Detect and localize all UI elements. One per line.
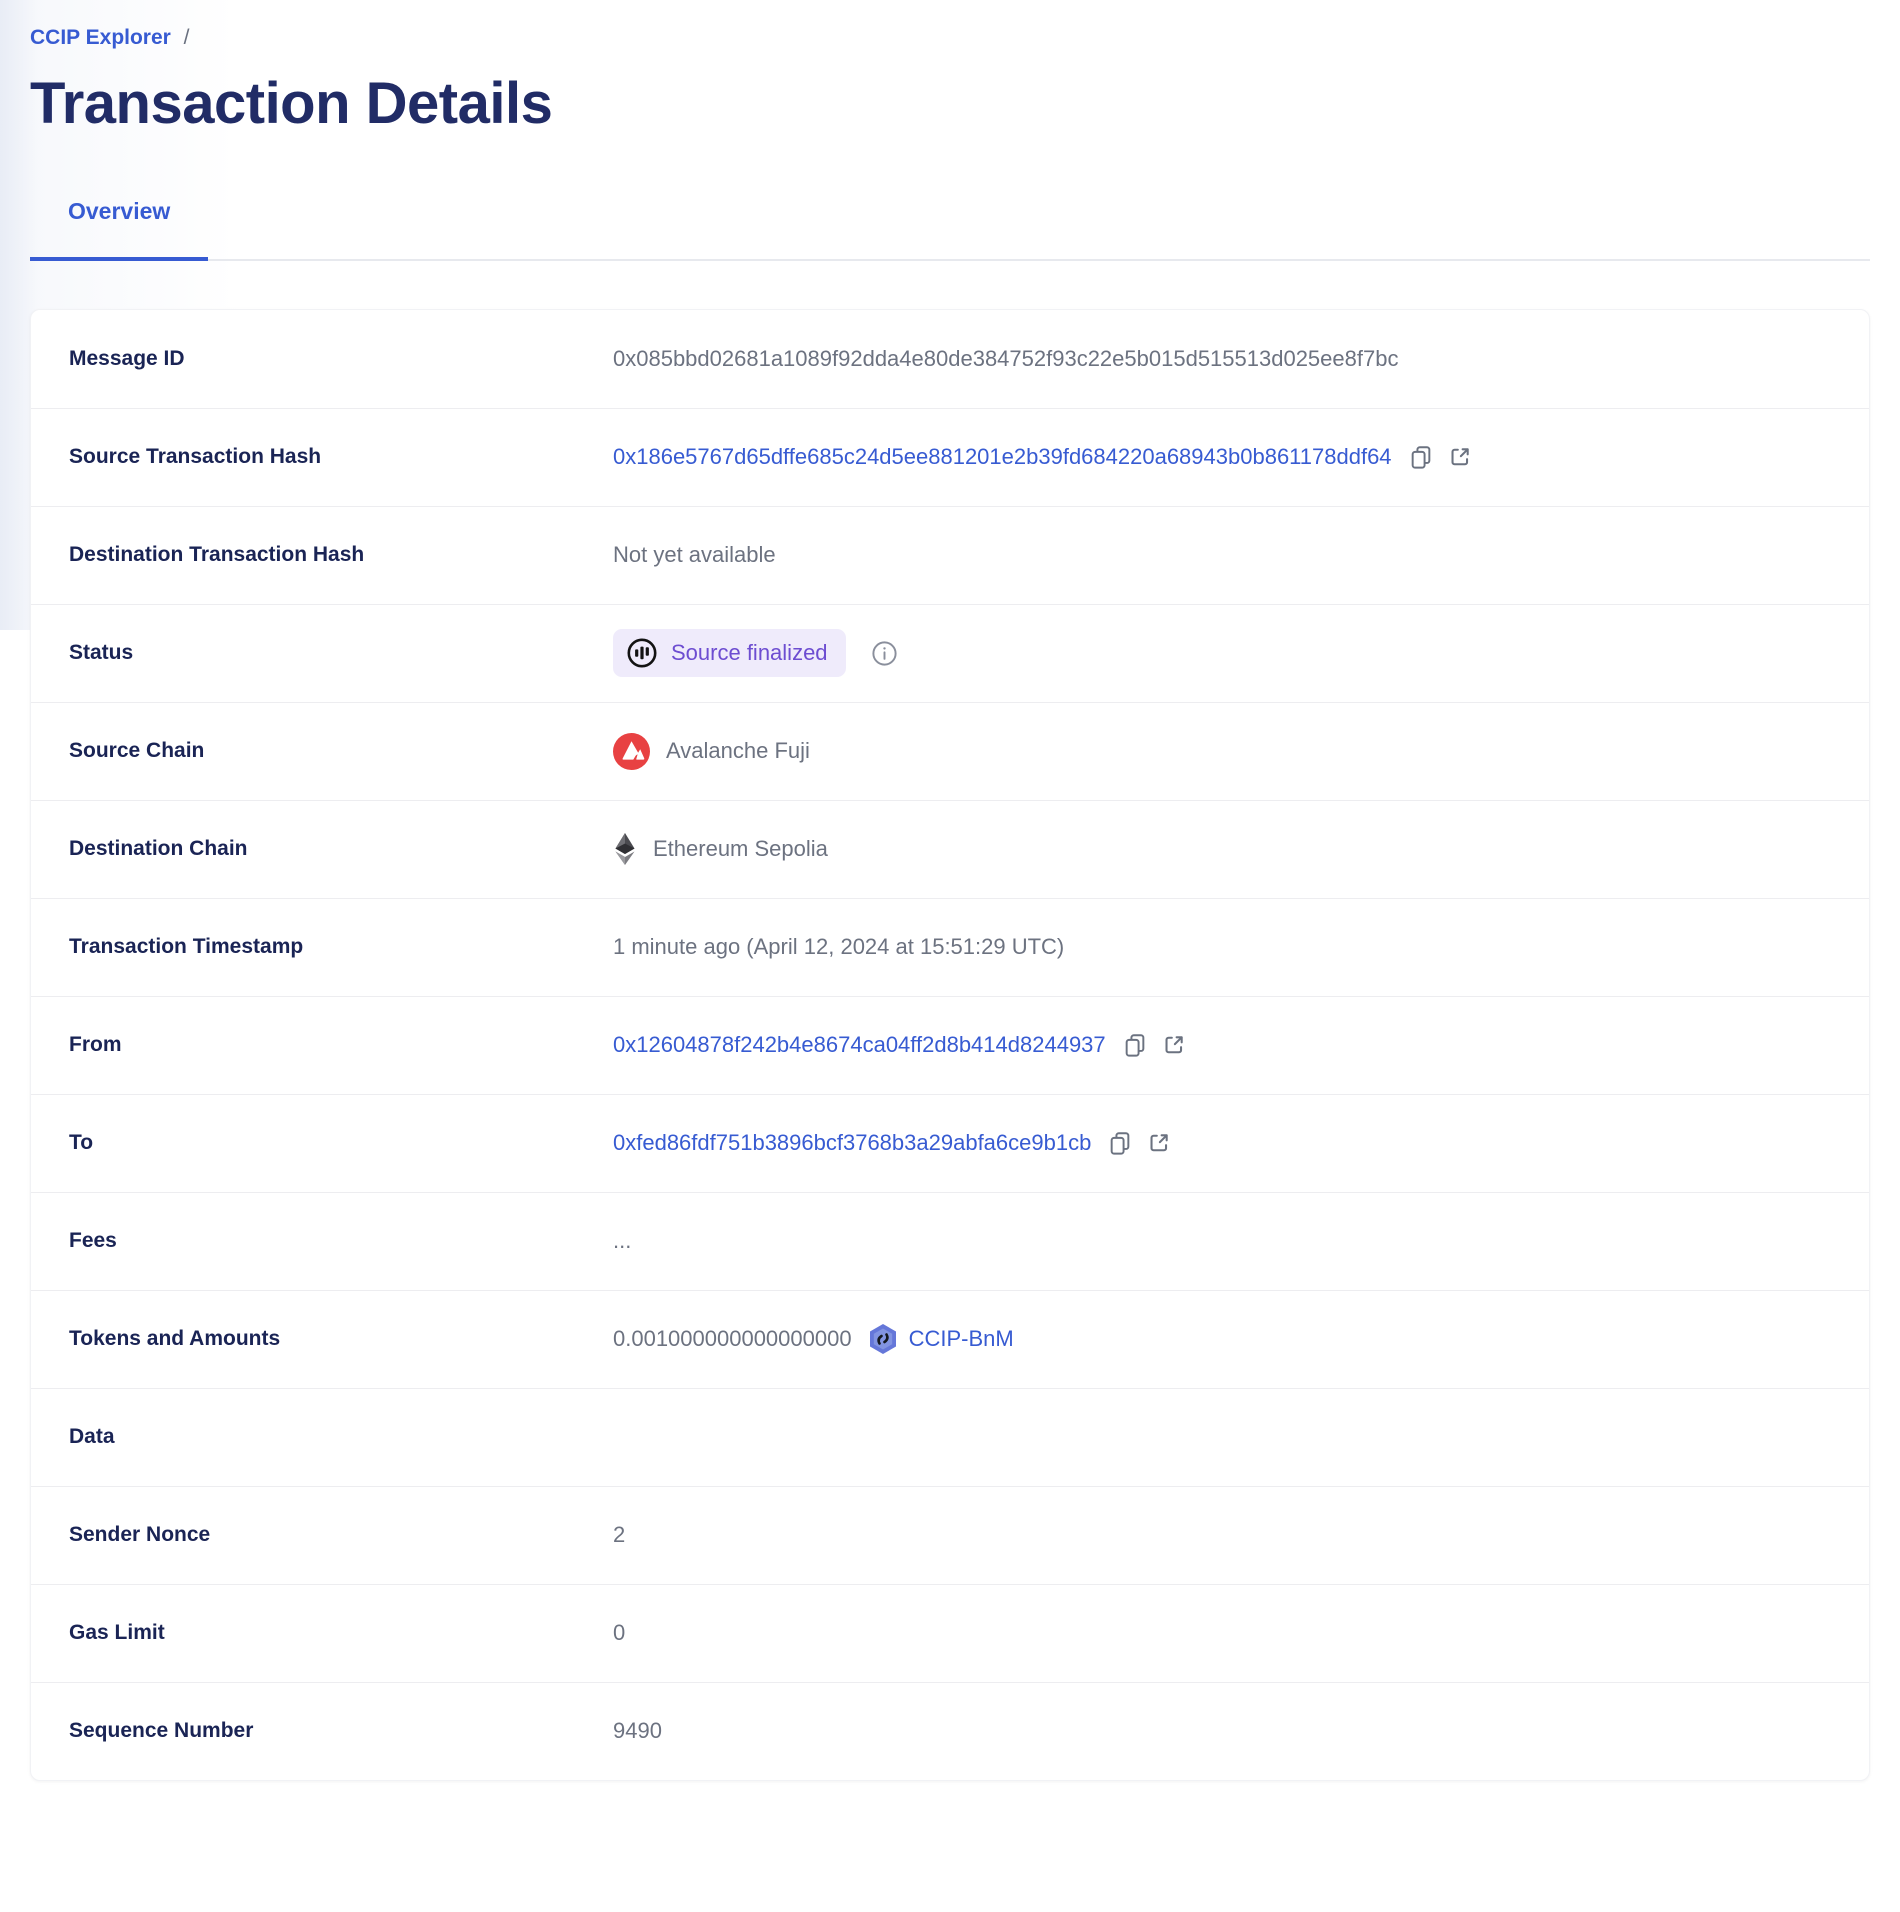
destination-chain-name: Ethereum Sepolia [653,836,828,862]
table-row-fees: Fees ... [31,1191,1869,1290]
row-label-data: Data [69,1425,115,1449]
message-id-value: 0x085bbd02681a1089f92dda4e80de384752f93c… [613,345,1399,371]
ethereum-icon [613,831,637,867]
table-row-status: Status Source finalized [31,603,1869,702]
sequence-number-value: 9490 [613,1718,662,1744]
source-chain-name: Avalanche Fuji [666,738,810,764]
tab-bar: Overview [30,198,1870,261]
row-label-destination-chain: Destination Chain [69,837,248,861]
row-label-tokens-and-amounts: Tokens and Amounts [69,1327,281,1351]
row-label-transaction-timestamp: Transaction Timestamp [69,935,304,959]
tokens-and-amounts-value: 0.001000000000000000 CCIP-BnM [613,1322,1014,1356]
token-name: CCIP-BnM [908,1326,1014,1352]
table-row-to: To 0xfed86fdf751b3896bcf3768b3a29abfa6ce… [31,1093,1869,1192]
row-label-source-transaction-hash: Source Transaction Hash [69,445,322,469]
table-row-from: From 0x12604878f242b4e8674ca04ff2d8b414d… [31,995,1869,1094]
external-link-icon[interactable] [1447,444,1473,470]
status-progress-bars-icon [625,636,659,670]
breadcrumb-ccip-explorer-link[interactable]: CCIP Explorer [30,26,171,49]
table-row-sender-nonce: Sender Nonce 2 [31,1485,1869,1584]
to-address-link[interactable]: 0xfed86fdf751b3896bcf3768b3a29abfa6ce9b1… [613,1130,1092,1156]
row-label-destination-transaction-hash: Destination Transaction Hash [69,543,365,567]
row-label-from: From [69,1033,122,1057]
destination-chain-value: Ethereum Sepolia [613,831,828,867]
table-row-source-transaction-hash: Source Transaction Hash 0x186e5767d65dff… [31,407,1869,506]
table-row-transaction-timestamp: Transaction Timestamp 1 minute ago (Apri… [31,897,1869,996]
row-label-gas-limit: Gas Limit [69,1621,165,1645]
row-label-to: To [69,1131,94,1155]
info-icon[interactable] [870,639,899,668]
row-label-sequence-number: Sequence Number [69,1719,254,1743]
row-label-status: Status [69,641,134,665]
to-value: 0xfed86fdf751b3896bcf3768b3a29abfa6ce9b1… [613,1129,1172,1157]
status-value: Source finalized [613,629,899,678]
page-title: Transaction Details [30,71,553,136]
table-row-source-chain: Source Chain Avalanche Fuji [31,701,1869,800]
transaction-timestamp-value: 1 minute ago (April 12, 2024 at 15:51:29… [613,934,1065,960]
token-link[interactable]: CCIP-BnM [866,1322,1014,1356]
sender-nonce-value: 2 [613,1522,626,1548]
transaction-details-page: CCIP Explorer / Transaction Details Over… [30,0,1870,1781]
source-transaction-hash-link[interactable]: 0x186e5767d65dffe685c24d5ee881201e2b39fd… [613,444,1392,470]
row-label-sender-nonce: Sender Nonce [69,1523,211,1547]
breadcrumb: CCIP Explorer / [30,0,1870,50]
tab-overview[interactable]: Overview [30,198,209,261]
source-transaction-hash-value: 0x186e5767d65dffe685c24d5ee881201e2b39fd… [613,443,1473,471]
row-label-message-id: Message ID [69,346,185,370]
row-label-source-chain: Source Chain [69,739,205,763]
from-value: 0x12604878f242b4e8674ca04ff2d8b414d82449… [613,1031,1187,1059]
table-row-message-id: Message ID 0x085bbd02681a1089f92dda4e80d… [31,310,1869,408]
copy-icon[interactable] [1408,444,1434,470]
copy-icon[interactable] [1107,1130,1133,1156]
copy-icon[interactable] [1122,1032,1148,1058]
table-row-gas-limit: Gas Limit 0 [31,1583,1869,1682]
table-row-tokens-and-amounts: Tokens and Amounts 0.001000000000000000 … [31,1289,1869,1388]
row-label-fees: Fees [69,1229,117,1253]
fees-value: ... [613,1228,632,1254]
gas-limit-value: 0 [613,1620,626,1646]
from-address-link[interactable]: 0x12604878f242b4e8674ca04ff2d8b414d82449… [613,1032,1106,1058]
table-row-destination-chain: Destination Chain Ethereum Sepolia [31,799,1869,898]
avalanche-icon [613,732,650,770]
destination-transaction-hash-value: Not yet available [613,542,776,568]
token-amount: 0.001000000000000000 [613,1326,852,1352]
table-row-destination-transaction-hash: Destination Transaction Hash Not yet ava… [31,505,1869,604]
external-link-icon[interactable] [1161,1032,1187,1058]
ccip-bnm-token-icon [866,1322,900,1356]
table-row-data: Data [31,1387,1869,1486]
source-chain-value: Avalanche Fuji [613,732,810,770]
transaction-details-card: Message ID 0x085bbd02681a1089f92dda4e80d… [30,308,1870,1781]
table-row-sequence-number: Sequence Number 9490 [31,1681,1869,1780]
external-link-icon[interactable] [1146,1130,1172,1156]
breadcrumb-separator: / [183,26,190,49]
status-badge: Source finalized [613,629,846,678]
status-badge-label: Source finalized [671,640,828,666]
